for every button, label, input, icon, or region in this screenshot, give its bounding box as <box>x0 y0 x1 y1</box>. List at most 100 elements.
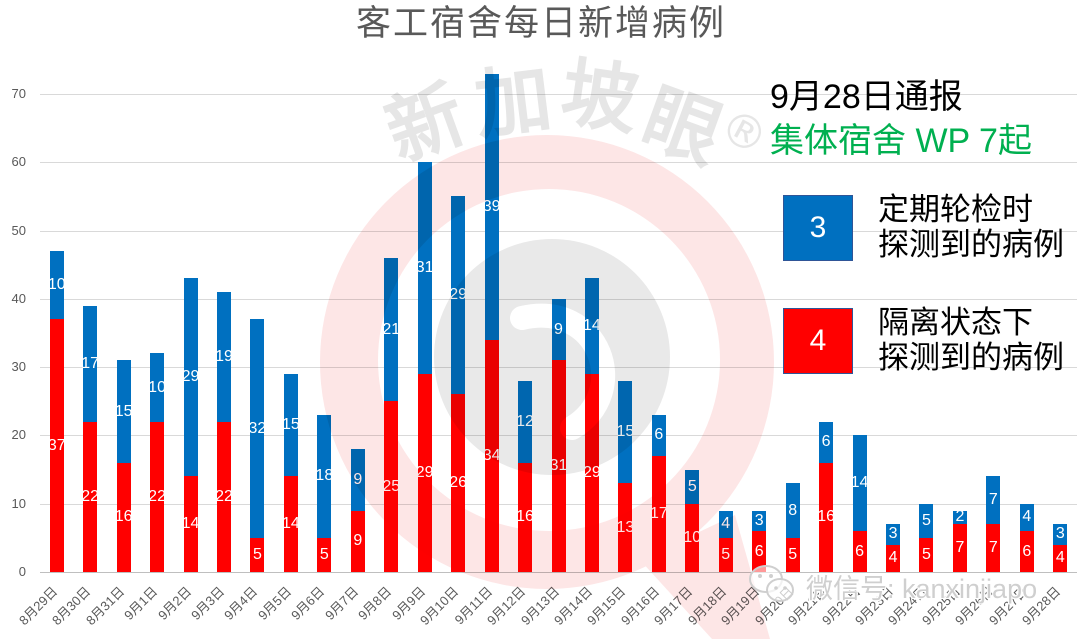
bar-segment-quarantine <box>216 421 231 572</box>
gridline <box>40 94 1077 95</box>
report-date: 9月28日通报 <box>770 78 963 116</box>
data-label: 29 <box>583 463 601 481</box>
bar-segment-quarantine <box>183 476 198 572</box>
bar-segment-quarantine <box>150 421 165 572</box>
data-label: 5 <box>922 511 931 529</box>
data-label: 14 <box>181 515 200 533</box>
bar-segment-quarantine <box>1053 544 1068 572</box>
x-axis-tick-label: 9月1日 <box>121 583 161 623</box>
data-label: 16 <box>114 508 133 526</box>
legend-swatch-routine-testing: 3 <box>783 195 853 261</box>
bar-segment-routine-testing <box>1019 503 1034 532</box>
x-axis-tick-label: 9月4日 <box>221 583 261 623</box>
y-axis-tick-label: 70 <box>11 86 26 101</box>
bar-segment-routine-testing <box>283 373 298 477</box>
data-label: 16 <box>516 508 534 526</box>
data-label: 22 <box>215 487 233 505</box>
data-label: 29 <box>181 368 200 386</box>
x-axis-tick-label: 9月8日 <box>355 583 395 623</box>
bar-segment-quarantine <box>83 421 98 572</box>
data-label: 22 <box>148 487 166 505</box>
x-axis-tick-label: 9月5日 <box>254 583 295 623</box>
y-axis-tick-label: 0 <box>18 564 26 579</box>
bar-segment-quarantine <box>852 531 867 572</box>
bar-segment-routine-testing <box>183 278 198 477</box>
data-label: 4 <box>1022 508 1032 526</box>
bar-segment-quarantine <box>49 319 64 572</box>
data-label: 9 <box>353 532 363 550</box>
chart-title: 客工宿舍每日新增病例 <box>356 4 727 43</box>
data-label: 3 <box>888 525 898 543</box>
bar-segment-routine-testing <box>852 435 867 532</box>
bar-segment-routine-testing <box>919 503 934 538</box>
bar-segment-routine-testing <box>819 421 834 463</box>
y-axis-tick-label: 50 <box>11 223 26 238</box>
bar-segment-routine-testing <box>785 483 800 538</box>
bar-segment-routine-testing <box>1053 524 1068 545</box>
bar-segment-quarantine <box>250 537 265 572</box>
data-label: 15 <box>281 416 300 434</box>
x-axis-tick-label: 9月2日 <box>154 583 194 623</box>
data-label: 5 <box>687 477 697 495</box>
data-label: 10 <box>47 276 66 294</box>
bar-segment-quarantine <box>116 462 131 572</box>
bar-segment-routine-testing <box>952 510 967 525</box>
data-label: 14 <box>583 317 601 335</box>
data-label: 39 <box>482 197 501 215</box>
bar-segment-routine-testing <box>150 353 165 422</box>
bar-segment-routine-testing <box>49 251 64 320</box>
y-axis-tick-label: 40 <box>11 291 26 306</box>
data-label: 12 <box>516 412 534 430</box>
bar-segment-routine-testing <box>116 360 131 463</box>
data-label: 10 <box>148 378 166 396</box>
dorm-case-summary: 集体宿舍 WP 7起 <box>770 122 1032 160</box>
bar-segment-quarantine <box>283 476 298 572</box>
data-label: 2 <box>955 508 965 526</box>
bar-segment-routine-testing <box>250 319 265 538</box>
data-label: 22 <box>81 487 100 505</box>
data-label: 3 <box>1055 525 1065 543</box>
data-label: 6 <box>1022 542 1032 560</box>
y-axis-tick-label: 30 <box>11 359 26 374</box>
data-label: 29 <box>449 286 468 304</box>
data-label: 7 <box>988 539 998 557</box>
data-label: 32 <box>248 419 267 437</box>
bar-segment-routine-testing <box>986 476 1001 525</box>
legend-label-quarantine: 隔离状态下 探测到的病例 <box>878 305 1064 375</box>
bar-segment-routine-testing <box>886 524 901 545</box>
x-axis-tick-label: 9月7日 <box>321 583 362 623</box>
legend-label-line: 隔离状态下 <box>878 305 1033 340</box>
legend-swatch-quarantine: 4 <box>783 308 853 374</box>
bar-segment-routine-testing <box>83 305 98 422</box>
y-axis-tick-label: 20 <box>11 427 26 442</box>
bar-segment-quarantine <box>986 524 1001 572</box>
data-label: 15 <box>114 402 133 420</box>
data-label: 7 <box>988 491 998 509</box>
bar-segment-routine-testing <box>216 292 231 422</box>
data-label: 26 <box>449 474 468 492</box>
legend-label-line: 定期轮检时 <box>878 192 1033 227</box>
data-label: 37 <box>47 436 66 454</box>
x-axis-tick-label: 9月3日 <box>188 583 228 623</box>
x-axis-tick-label: 9月6日 <box>288 583 328 623</box>
x-axis-line <box>40 572 1077 573</box>
data-label: 31 <box>415 259 434 277</box>
data-label: 19 <box>215 347 233 365</box>
data-label: 5 <box>788 545 798 563</box>
data-label: 8 <box>788 501 798 519</box>
data-label: 5 <box>252 545 262 563</box>
y-axis-tick-label: 10 <box>11 496 26 511</box>
data-label: 7 <box>955 539 965 557</box>
data-label: 14 <box>281 515 300 533</box>
data-label: 5 <box>922 545 931 563</box>
y-axis-tick-label: 60 <box>11 154 26 169</box>
data-label: 6 <box>821 433 831 451</box>
bar-segment-quarantine <box>785 537 800 572</box>
data-label: 34 <box>482 446 501 464</box>
bar-segment-quarantine <box>952 524 967 572</box>
bar-segment-quarantine <box>919 537 934 572</box>
data-label: 4 <box>1055 549 1065 567</box>
legend-label-line: 探测到的病例 <box>878 227 1064 262</box>
gridline <box>40 162 1077 163</box>
data-label: 21 <box>382 320 401 338</box>
